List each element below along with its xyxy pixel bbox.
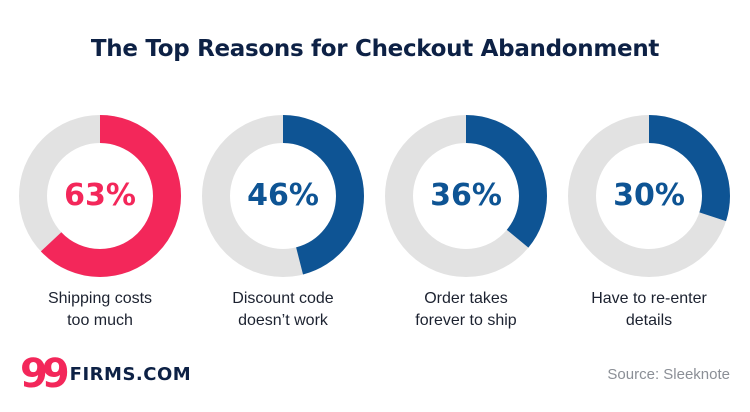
- donut-svg: [202, 115, 364, 277]
- donut-percent-label: 36%: [430, 178, 502, 213]
- donut-caption: Have to re-enter details: [554, 288, 744, 332]
- donut-percent-label: 30%: [613, 178, 685, 213]
- donut-value-arc: [202, 115, 364, 277]
- chart-title: The Top Reasons for Checkout Abandonment: [90, 36, 660, 62]
- caption-line: doesn’t work: [238, 312, 328, 329]
- donut-2: 46%: [202, 115, 364, 277]
- donut-svg: [568, 115, 730, 277]
- donut-3: 36%: [385, 115, 547, 277]
- donut-caption: Order takes forever to ship: [371, 288, 561, 332]
- donut-caption: Discount code doesn’t work: [188, 288, 378, 332]
- caption-line: Shipping costs: [47, 290, 153, 307]
- caption-line: Have to re-enter: [591, 290, 707, 307]
- caption-line: Discount code: [232, 290, 334, 307]
- caption-line: too much: [67, 312, 133, 329]
- logo-text: FIRMS.COM: [69, 363, 192, 385]
- donut-1: 63%: [19, 115, 181, 277]
- caption-line: Order takes: [424, 290, 508, 307]
- donut-percent-label: 46%: [247, 178, 319, 213]
- caption-line: forever to ship: [415, 312, 517, 329]
- donut-value-arc: [19, 115, 181, 277]
- logo: 99 FIRMS.COM: [20, 351, 192, 397]
- caption-line: details: [625, 312, 673, 329]
- donut-svg: [385, 115, 547, 277]
- donut-svg: [19, 115, 181, 277]
- source-note: Source: Sleeknote: [607, 366, 730, 383]
- donut-caption: Shipping costs too much: [5, 288, 195, 332]
- donut-percent-label: 63%: [64, 178, 136, 213]
- donut-value-arc: [385, 115, 547, 277]
- logo-mark: 99: [20, 351, 70, 397]
- donut-value-arc: [568, 115, 730, 277]
- donut-4: 30%: [568, 115, 730, 277]
